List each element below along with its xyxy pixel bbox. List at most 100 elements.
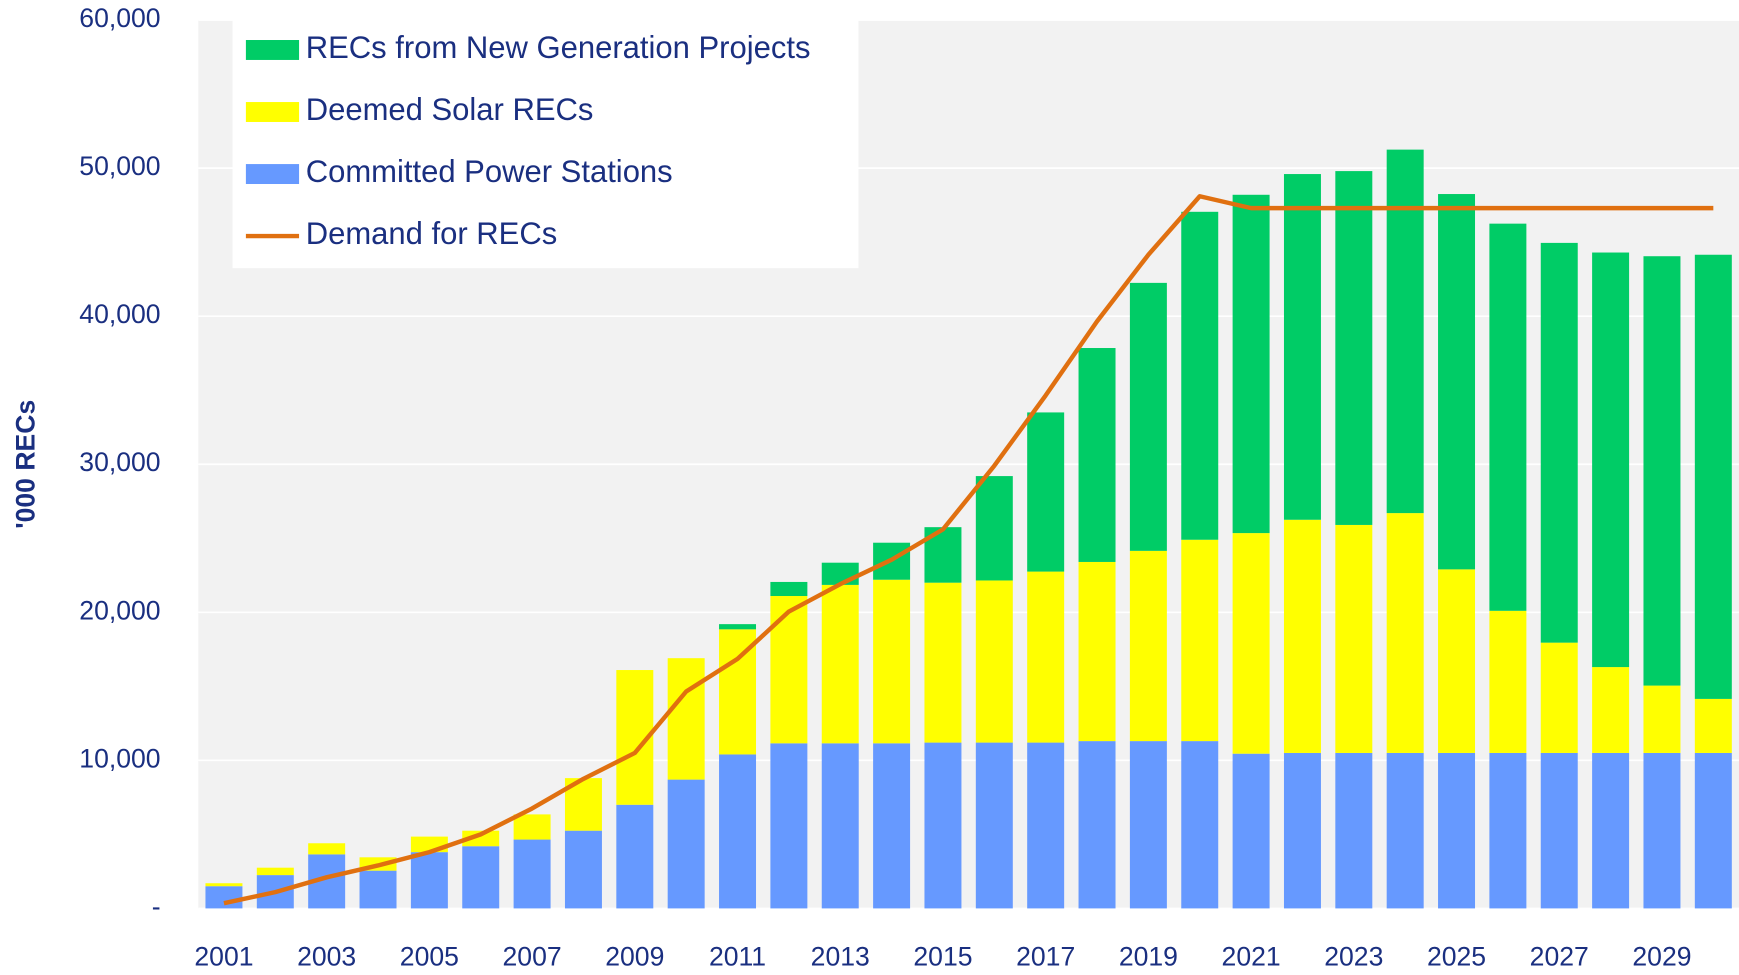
bar-segment (1129, 282, 1167, 551)
bar-segment (1438, 569, 1476, 753)
bar-segment (308, 843, 346, 855)
x-tick-label: 2027 (1530, 941, 1589, 971)
bar-segment (873, 743, 911, 909)
x-tick-label: 2013 (811, 941, 870, 971)
bar-segment (513, 814, 551, 840)
bar-segment (1386, 513, 1424, 753)
bar-segment (1283, 174, 1321, 520)
bar-segment (1643, 685, 1681, 753)
bar-segment (1335, 752, 1373, 909)
x-tick-label: 2003 (297, 941, 356, 971)
x-tick-label: 2009 (605, 941, 664, 971)
y-tick-label: - (152, 891, 161, 921)
legend-text: Demand for RECs (306, 216, 558, 251)
bar-segment (1181, 741, 1219, 909)
bar-segment (1540, 642, 1578, 753)
bar-segment (770, 743, 808, 909)
bar-segment (359, 870, 397, 909)
x-tick-label: 2023 (1324, 941, 1383, 971)
bar-segment (719, 624, 757, 630)
legend-swatch (245, 164, 300, 185)
bar-segment (1027, 742, 1065, 909)
bar-segment (924, 582, 962, 743)
bar-segment (462, 846, 500, 909)
y-tick-label: 50,000 (79, 151, 160, 181)
bar-segment (667, 658, 705, 780)
y-tick-label: 60,000 (79, 3, 160, 33)
bar-segment (1283, 519, 1321, 753)
x-tick-label: 2025 (1427, 941, 1486, 971)
bar-segment (1335, 171, 1373, 525)
demand-line (223, 194, 1714, 906)
bar-segment (1694, 698, 1732, 753)
bar-segment (975, 580, 1013, 743)
bar-segment (719, 754, 757, 909)
bar-segment (1592, 752, 1630, 909)
bar-segment (1438, 194, 1476, 570)
x-tick-label: 2005 (400, 941, 459, 971)
bar-segment (1592, 667, 1630, 753)
bar-segment (1181, 539, 1219, 742)
x-tick-label: 2015 (913, 941, 972, 971)
bars (205, 149, 1732, 909)
bar-segment (205, 883, 243, 887)
legend-swatch (245, 102, 300, 122)
bar-segment (205, 886, 243, 909)
bar-segment (821, 562, 859, 585)
bar-segment (1027, 571, 1065, 743)
bar-segment (1078, 741, 1116, 909)
bar-segment (1335, 524, 1373, 753)
bar-segment (1232, 753, 1270, 909)
bar-segment (1232, 533, 1270, 754)
legend-box (232, 20, 859, 269)
bar-segment (821, 584, 859, 744)
bar-segment (1489, 223, 1527, 611)
bar-segment (1643, 256, 1681, 686)
bar-segment (1181, 211, 1219, 540)
x-tick-label: 2029 (1632, 941, 1691, 971)
bar-segment (1386, 752, 1424, 909)
legend-text: Deemed Solar RECs (306, 92, 594, 127)
x-tick-label: 2019 (1119, 941, 1178, 971)
y-tick-label: 40,000 (79, 299, 160, 329)
bar-segment (873, 579, 911, 744)
bar-segment (667, 779, 705, 909)
bar-segment (1232, 194, 1270, 534)
bar-segment (1438, 752, 1476, 909)
bar-segment (821, 743, 859, 909)
bar-segment (975, 742, 1013, 909)
bar-segment (410, 852, 448, 909)
bar-segment (1078, 348, 1116, 562)
bar-segment (770, 581, 808, 597)
legend-swatch (245, 40, 300, 60)
bar-segment (1027, 412, 1065, 572)
bar-segment (770, 596, 808, 744)
grid (198, 19, 1739, 910)
bar-segment (1489, 752, 1527, 909)
x-tick-label: 2001 (194, 941, 253, 971)
bar-segment (1283, 752, 1321, 909)
bar-segment (1694, 752, 1732, 909)
bar-segment (1386, 149, 1424, 514)
x-tick-label: 2011 (709, 941, 766, 971)
bar-segment (462, 830, 500, 847)
bar-segment (924, 742, 962, 909)
bar-segment (1643, 752, 1681, 909)
legend-text: Committed Power Stations (306, 154, 673, 189)
y-axis-label: '000 RECs (11, 400, 41, 529)
x-tick-label: 2017 (1016, 941, 1075, 971)
legend: RECs from New Generation Projects Deemed … (232, 20, 859, 269)
bar-segment (1694, 254, 1732, 699)
y-tick-label: 10,000 (79, 743, 160, 773)
bar-segment (256, 867, 294, 876)
bar-segment (1540, 752, 1578, 909)
lines (223, 194, 1714, 906)
legend-text: RECs from New Generation Projects (306, 30, 811, 65)
y-tick-label: 30,000 (79, 447, 160, 477)
bar-segment (1540, 242, 1578, 643)
y-tick-label: 20,000 (79, 595, 160, 625)
bar-segment (616, 804, 654, 909)
x-tick-label: 2021 (1222, 941, 1281, 971)
